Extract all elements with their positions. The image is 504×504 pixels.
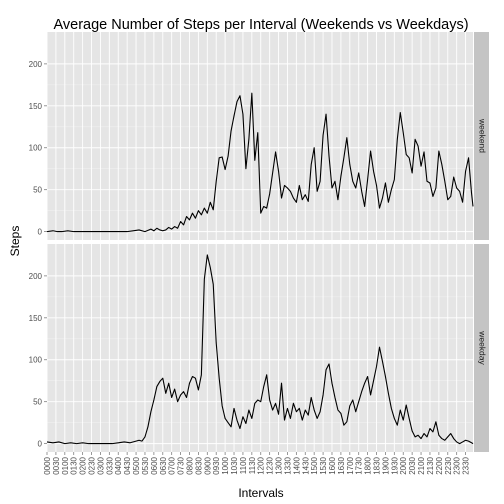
x-tick-label: 2000 — [399, 456, 408, 474]
x-tick-label: 0930 — [212, 456, 221, 474]
x-tick-label: 1630 — [337, 456, 346, 474]
x-tick-label: 1600 — [328, 456, 337, 474]
x-tick-label: 0030 — [52, 456, 61, 474]
x-tick-label: 1700 — [346, 456, 355, 474]
x-tick-label: 0300 — [96, 456, 105, 474]
y-tick-label: 50 — [33, 186, 42, 195]
x-tick-label: 0330 — [105, 456, 114, 474]
x-tick-label: 1000 — [221, 456, 230, 474]
x-tick-label: 0500 — [132, 456, 141, 474]
y-tick-label: 200 — [29, 272, 43, 281]
y-tick-label: 0 — [38, 228, 43, 237]
y-axis-title: Steps — [8, 226, 22, 257]
x-tick-label: 0830 — [194, 456, 203, 474]
x-tick-label: 1200 — [257, 456, 266, 474]
x-tick-label: 1530 — [319, 456, 328, 474]
facet-panels: 0 50 100 150 200 weekend 0 50 100 150 200 weekday — [29, 32, 489, 452]
x-tick-label: 1400 — [292, 456, 301, 474]
panel-background — [47, 244, 473, 452]
panel-background — [47, 32, 473, 240]
x-tick-label: 0130 — [70, 456, 79, 474]
x-tick-label: 0400 — [114, 456, 123, 474]
x-tick-label: 2230 — [444, 456, 453, 474]
x-tick-label: 0600 — [150, 456, 159, 474]
x-tick-label: 2330 — [462, 456, 471, 474]
y-tick-label: 0 — [38, 440, 43, 449]
x-tick-label: 0200 — [79, 456, 88, 474]
series-line-weekday — [46, 254, 474, 445]
x-tick-label: 1330 — [283, 456, 292, 474]
x-tick-label: 0630 — [159, 456, 168, 474]
x-tick-label: 1100 — [239, 456, 248, 474]
y-tick-label: 100 — [29, 144, 43, 153]
x-tick-label: 1230 — [266, 456, 275, 474]
facet-strip — [474, 32, 489, 240]
chart-title: Average Number of Steps per Interval (We… — [53, 17, 468, 33]
y-tick-label: 150 — [29, 102, 43, 111]
x-tick-label: 0000 — [43, 456, 52, 474]
x-tick-label: 0900 — [203, 456, 212, 474]
x-tick-label: 2300 — [453, 456, 462, 474]
y-tick-label: 150 — [29, 314, 43, 323]
x-tick-label: 2030 — [408, 456, 417, 474]
x-tick-label: 1030 — [230, 456, 239, 474]
x-tick-label: 0800 — [185, 456, 194, 474]
y-tick-label: 100 — [29, 356, 43, 365]
x-axis-title: Intervals — [238, 486, 283, 500]
x-axis-ticks: 0000 0030 0100 0130 0200 0230 0300 0330 0400 0430… — [43, 452, 471, 475]
x-tick-label: 1930 — [390, 456, 399, 474]
x-tick-label: 2200 — [435, 456, 444, 474]
x-tick-label: 1800 — [364, 456, 373, 474]
facet-strip — [474, 244, 489, 452]
series-line-weekend — [46, 92, 474, 233]
x-tick-label: 0730 — [177, 456, 186, 474]
x-tick-label: 2100 — [417, 456, 426, 474]
x-tick-label: 2130 — [426, 456, 435, 474]
x-tick-label: 1430 — [301, 456, 310, 474]
y-tick-label: 50 — [33, 398, 42, 407]
x-tick-label: 0700 — [168, 456, 177, 474]
x-tick-label: 1900 — [381, 456, 390, 474]
x-tick-label: 1830 — [373, 456, 382, 474]
x-tick-label: 1730 — [355, 456, 364, 474]
x-tick-label: 1300 — [275, 456, 284, 474]
x-tick-label: 0230 — [88, 456, 97, 474]
y-tick-label: 200 — [29, 60, 43, 69]
x-tick-label: 0530 — [141, 456, 150, 474]
x-tick-label: 1500 — [310, 456, 319, 474]
panel-weekday: 0 50 100 150 200 weekday — [29, 244, 489, 452]
facet-strip-label: weekday — [477, 330, 487, 365]
facet-strip-label: weekend — [477, 118, 487, 153]
x-tick-label: 1130 — [248, 456, 257, 474]
x-tick-label: 0100 — [61, 456, 70, 474]
panel-weekend: 0 50 100 150 200 weekend — [29, 32, 489, 240]
x-tick-label: 0430 — [123, 456, 132, 474]
